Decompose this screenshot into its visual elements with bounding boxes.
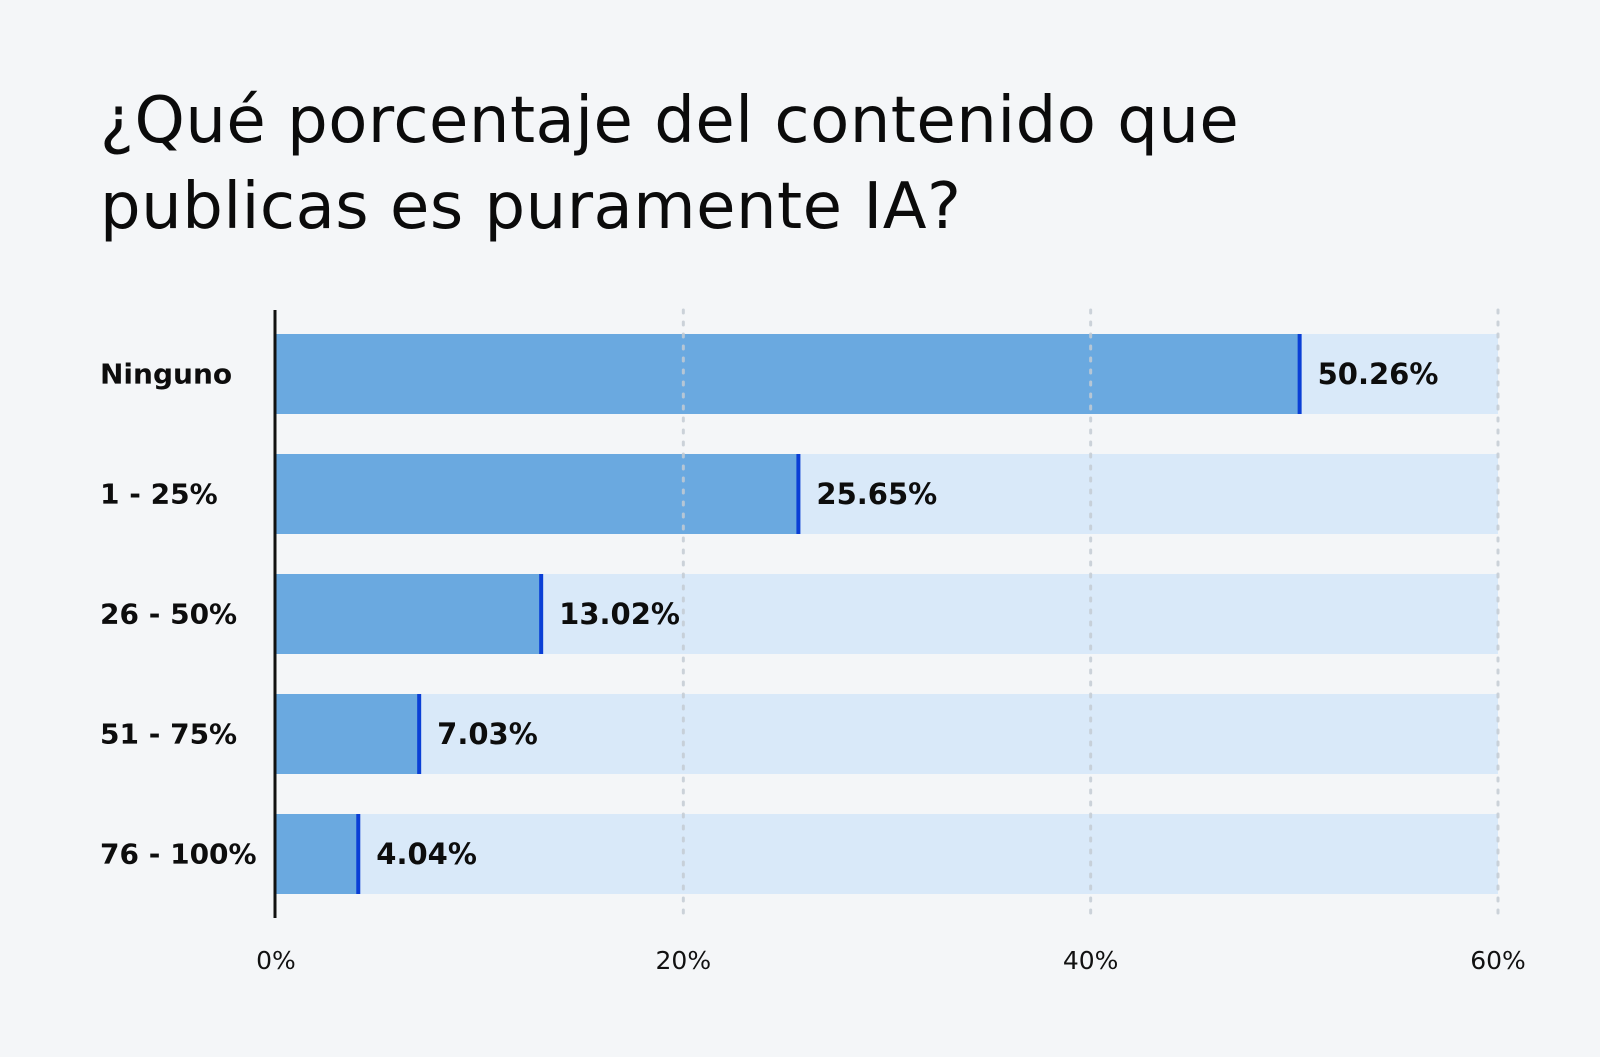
value-label: 13.02%: [559, 597, 680, 631]
chart-title: ¿Qué porcentaje del contenido que public…: [100, 84, 1240, 244]
x-tick-label: 40%: [1063, 946, 1119, 975]
bar: [276, 454, 799, 534]
bar-edge: [539, 574, 544, 654]
bar: [276, 694, 420, 774]
value-label: 7.03%: [437, 717, 538, 751]
category-label: 26 - 50%: [100, 598, 237, 631]
bar-edge: [796, 454, 801, 534]
value-label: 50.26%: [1318, 357, 1439, 391]
category-label: 76 - 100%: [100, 838, 257, 871]
category-label: Ninguno: [100, 358, 232, 391]
bar: [276, 574, 542, 654]
bar: [276, 334, 1300, 414]
bar-edge: [356, 814, 361, 894]
x-tick-label: 0%: [256, 946, 296, 975]
bar-edge: [417, 694, 422, 774]
value-label: 4.04%: [376, 837, 477, 871]
category-label: 51 - 75%: [100, 718, 237, 751]
bar: [276, 814, 359, 894]
value-label: 25.65%: [816, 477, 937, 511]
x-tick-label: 20%: [656, 946, 712, 975]
bar-track: [276, 814, 1498, 894]
bar-edge: [1297, 334, 1302, 414]
x-tick-label: 60%: [1470, 946, 1526, 975]
bar-track: [276, 694, 1498, 774]
category-label: 1 - 25%: [100, 478, 218, 511]
